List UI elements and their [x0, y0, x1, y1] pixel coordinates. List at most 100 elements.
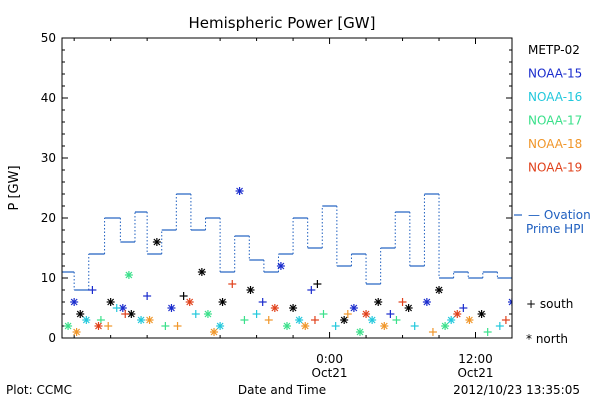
noaa-16-south-point	[410, 322, 419, 330]
metp-02-north-point	[477, 310, 486, 318]
noaa-17-south-point	[392, 316, 401, 324]
point-stroke	[119, 304, 127, 312]
noaa-18-south-point	[173, 322, 182, 330]
noaa-19-south-point	[228, 280, 237, 288]
noaa-18-south-point	[264, 316, 273, 324]
metp-02-north-point	[340, 316, 349, 324]
noaa-15-south-point	[459, 304, 468, 312]
x-tick-date-label: Oct21	[457, 366, 493, 380]
point-stroke	[435, 286, 443, 294]
noaa-16-south-point	[191, 310, 200, 318]
point-stroke	[82, 316, 90, 324]
noaa-19-north-point	[94, 322, 103, 330]
legend-item-metp-02: METP-02	[528, 43, 580, 57]
point-stroke	[441, 322, 449, 330]
noaa-19-north-point	[362, 310, 371, 318]
y-tick-label: 50	[41, 31, 56, 45]
y-tick-label: 30	[41, 151, 56, 165]
y-axis-label: P [GW]	[7, 165, 22, 210]
point-stroke	[362, 310, 370, 318]
noaa-16-north-point	[82, 316, 91, 324]
point-stroke	[552, 260, 558, 266]
point-stroke	[552, 260, 558, 266]
noaa-16-north-point	[447, 316, 456, 324]
noaa-16-north-point	[368, 316, 377, 324]
noaa-19-north-point	[185, 298, 194, 306]
noaa-17-north-point	[124, 271, 133, 279]
point-stroke	[137, 316, 145, 324]
metp-02-north-point	[152, 238, 161, 246]
metp-02-north-point	[76, 310, 85, 318]
noaa-15-north-point	[276, 262, 285, 270]
y-tick-label: 20	[41, 211, 56, 225]
legend: METP-02 NOAA-15 NOAA-16 NOAA-17 NOAA-18 NOAA-…	[514, 43, 582, 216]
point-stroke	[527, 323, 533, 329]
noaa-18-south-point	[428, 328, 437, 336]
noaa-16-south-point	[593, 310, 600, 318]
x-tick-time-label: 0:00	[316, 352, 343, 366]
noaa-19-north-point	[453, 310, 462, 318]
noaa-18-south-point	[514, 322, 522, 330]
point-stroke	[447, 316, 455, 324]
point-stroke	[533, 317, 539, 323]
noaa-15-south-point	[143, 292, 152, 300]
point-stroke	[508, 298, 512, 303]
metp-02-north-point	[246, 286, 255, 294]
noaa-18-north-point	[210, 328, 219, 336]
point-stroke	[533, 317, 539, 323]
noaa-19-south-point	[501, 316, 510, 324]
x-tick-date-label: Oct21	[312, 366, 348, 380]
point-stroke	[210, 328, 218, 336]
noaa-16-north-point	[216, 322, 225, 330]
point-stroke	[168, 304, 175, 312]
noaa-17-south-point	[319, 310, 328, 318]
noaa-17-south-point	[96, 316, 105, 324]
point-stroke	[198, 268, 206, 276]
legend-south-marker: + south	[526, 297, 573, 311]
legend-ovation-line2: Prime HPI	[526, 222, 584, 236]
point-stroke	[186, 298, 194, 306]
legend-item-noaa-19: NOAA-19	[528, 161, 582, 175]
x-tick-time-label: 12:00	[458, 352, 493, 366]
point-stroke	[453, 310, 461, 318]
noaa-19-south-point	[310, 316, 319, 324]
noaa-17-north-point	[64, 322, 73, 330]
legend-north-marker: * north	[526, 332, 568, 346]
point-stroke	[76, 310, 84, 318]
y-tick-label: 40	[41, 91, 56, 105]
noaa-18-north-point	[145, 316, 154, 324]
noaa-19-south-point	[121, 310, 130, 318]
metp-02-north-point	[218, 298, 227, 306]
noaa-19-south-point	[398, 298, 407, 306]
legend-item-noaa-17: NOAA-17	[528, 114, 582, 128]
point-stroke	[70, 298, 78, 306]
noaa-16-north-point	[137, 316, 146, 324]
noaa-16-south-point	[252, 310, 261, 318]
noaa-18-north-point	[465, 316, 474, 324]
noaa-17-south-point	[483, 328, 492, 336]
y-tick-label: 0	[48, 331, 56, 345]
point-stroke	[283, 322, 291, 330]
point-stroke	[107, 298, 115, 306]
noaa-17-north-point	[355, 328, 364, 336]
point-stroke	[95, 322, 102, 330]
noaa-18-south-point	[104, 322, 113, 330]
point-stroke	[204, 310, 212, 318]
noaa-16-north-point	[295, 316, 304, 324]
legend-item-noaa-15: NOAA-15	[528, 67, 582, 81]
point-stroke	[350, 304, 358, 312]
point-stroke	[423, 298, 431, 306]
chart-title: Hemispheric Power [GW]	[189, 14, 376, 32]
point-stroke	[564, 287, 570, 293]
metp-02-north-point	[106, 298, 115, 306]
point-stroke	[216, 322, 224, 330]
point-stroke	[277, 262, 285, 270]
noaa-15-south-point	[386, 310, 395, 318]
point-stroke	[527, 323, 533, 329]
point-stroke	[466, 316, 473, 324]
metp-02-north-point	[435, 286, 444, 294]
noaa-19-north-point	[270, 304, 279, 312]
noaa-17-south-point	[575, 322, 583, 330]
noaa-17-north-point	[203, 310, 212, 318]
